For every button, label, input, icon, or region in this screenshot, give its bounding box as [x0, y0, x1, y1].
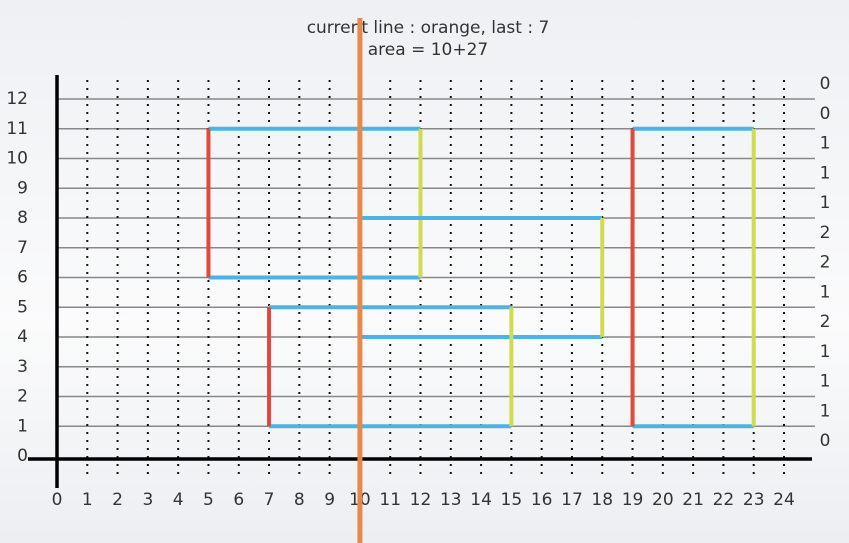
x-tick-label: 15 [501, 490, 523, 510]
coverage-count: 0 [820, 104, 831, 124]
x-tick-label: 8 [294, 490, 305, 510]
x-tick-label: 9 [324, 490, 335, 510]
x-tick-label: 3 [142, 490, 153, 510]
y-tick-label: 7 [17, 238, 28, 258]
coverage-count: 2 [820, 312, 831, 332]
coverage-count: 1 [820, 193, 831, 213]
coverage-count: 1 [820, 401, 831, 421]
y-tick-label: 4 [17, 327, 28, 347]
x-tick-label: 20 [652, 490, 674, 510]
coverage-count: 1 [820, 163, 831, 183]
y-tick-label: 10 [6, 149, 28, 169]
y-tick-label: 8 [17, 208, 28, 228]
x-tick-label: 18 [591, 490, 613, 510]
x-tick-label: 4 [173, 490, 184, 510]
y-tick-label: 12 [6, 89, 28, 109]
x-tick-label: 22 [713, 490, 735, 510]
y-tick-label: 9 [17, 178, 28, 198]
x-tick-label: 6 [233, 490, 244, 510]
x-tick-label: 1 [82, 490, 93, 510]
title: current line : orange, last : 7 [307, 18, 550, 38]
x-tick-label: 19 [622, 490, 644, 510]
y-tick-label: 5 [17, 297, 28, 317]
x-tick-label: 16 [531, 490, 553, 510]
x-tick-label: 0 [52, 490, 63, 510]
x-tick-label: 11 [379, 490, 401, 510]
coverage-count: 1 [820, 134, 831, 154]
y-tick-label: 6 [17, 268, 28, 288]
coverage-count: 2 [820, 253, 831, 273]
x-tick-label: 21 [682, 490, 704, 510]
x-tick-label: 7 [264, 490, 275, 510]
coverage-count: 1 [820, 342, 831, 362]
coverage-count: 0 [820, 431, 831, 451]
x-tick-label: 17 [561, 490, 583, 510]
y-tick-label: 11 [6, 119, 28, 139]
coverage-count: 1 [820, 282, 831, 302]
x-tick-label: 14 [470, 490, 492, 510]
x-tick-label: 12 [410, 490, 432, 510]
coverage-count: 2 [820, 223, 831, 243]
x-tick-label: 2 [112, 490, 123, 510]
coverage-count: 1 [820, 372, 831, 392]
y-tick-label: 3 [17, 357, 28, 377]
y-tick-label: 0 [17, 446, 28, 466]
y-tick-label: 1 [17, 416, 28, 436]
x-tick-label: 13 [440, 490, 462, 510]
x-tick-label: 23 [743, 490, 765, 510]
x-tick-label: 5 [203, 490, 214, 510]
coverage-count: 0 [820, 74, 831, 94]
subtitle: area = 10+27 [368, 40, 488, 60]
y-tick-label: 2 [17, 387, 28, 407]
x-tick-label: 24 [773, 490, 795, 510]
